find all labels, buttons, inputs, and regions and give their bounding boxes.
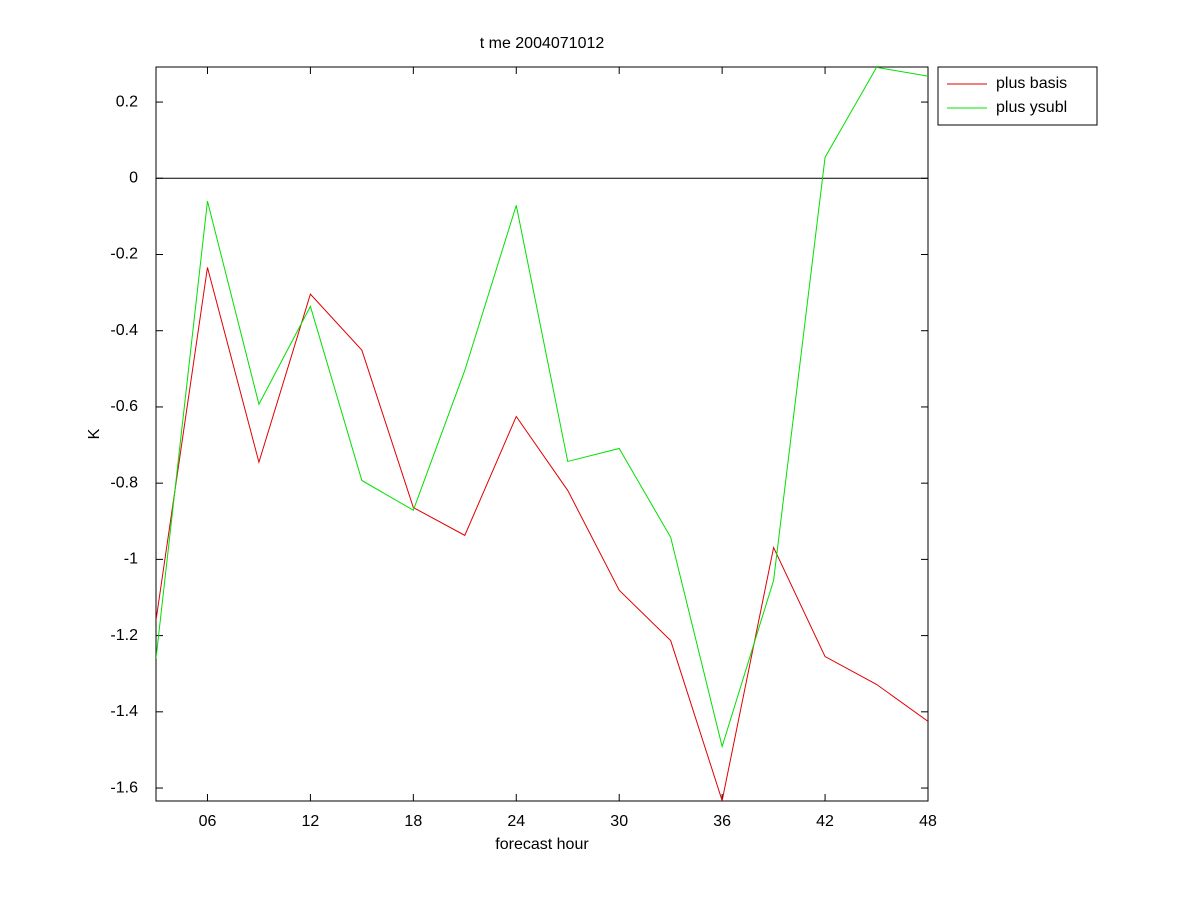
x-tick-label: 06 (199, 813, 217, 830)
y-tick-label: 0.2 (116, 93, 138, 110)
plot-area (156, 67, 928, 801)
x-tick-label: 42 (816, 813, 834, 830)
x-tick-label: 48 (919, 813, 937, 830)
y-tick-label: -0.4 (110, 322, 138, 339)
series-line (156, 67, 928, 749)
y-tick-label: -1 (124, 551, 138, 568)
x-tick-label: 36 (713, 813, 731, 830)
series-line (156, 267, 928, 801)
x-tick-label: 30 (610, 813, 628, 830)
y-tick-label: -0.6 (110, 398, 138, 415)
legend-label: plus basis (996, 75, 1067, 92)
x-tick-label: 12 (302, 813, 320, 830)
y-tick-label: -0.2 (110, 246, 138, 263)
x-tick-label: 24 (507, 813, 525, 830)
chart-title: t me 2004071012 (480, 35, 605, 52)
legend-box (937, 66, 1098, 126)
y-tick-label: -1.2 (110, 627, 138, 644)
plot-frame (155, 66, 929, 802)
y-tick-label: 0 (129, 170, 138, 187)
y-axis-label: K (86, 428, 103, 439)
legend-label: plus ysubl (996, 99, 1067, 116)
y-tick-label: -0.8 (110, 474, 138, 491)
x-tick-label: 18 (404, 813, 422, 830)
x-axis-label: forecast hour (495, 836, 589, 853)
y-tick-label: -1.6 (110, 779, 138, 796)
y-tick-label: -1.4 (110, 703, 138, 720)
